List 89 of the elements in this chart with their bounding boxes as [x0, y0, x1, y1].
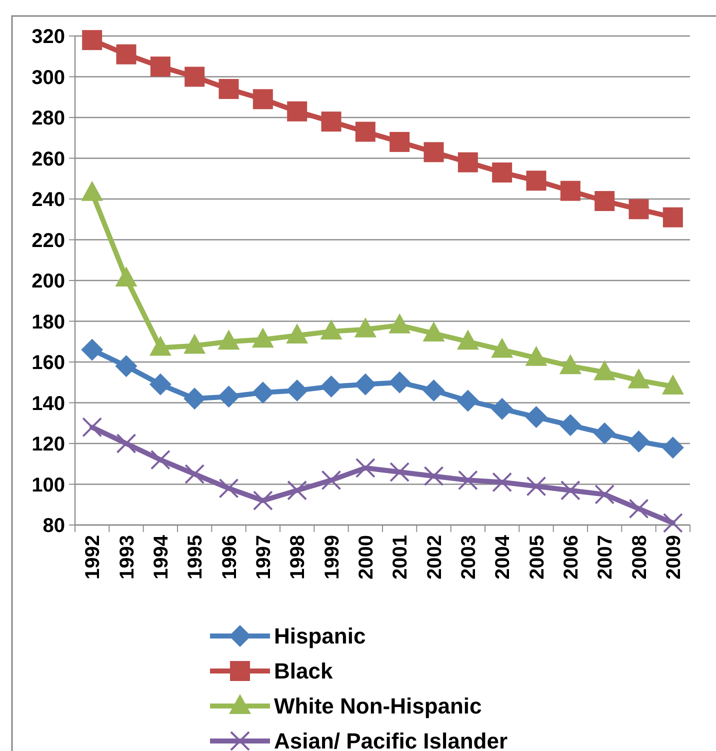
point — [424, 466, 444, 486]
point — [424, 142, 444, 162]
x-tick-label: 1996 — [218, 535, 241, 580]
point — [218, 78, 239, 99]
point — [662, 512, 683, 533]
point — [252, 89, 273, 110]
legend-label: Asian/ Pacific Islander — [274, 728, 508, 751]
point — [252, 382, 274, 404]
x-tick-label: 2009 — [662, 535, 685, 580]
point — [594, 484, 615, 504]
y-tick-label: 280 — [32, 108, 65, 130]
point — [320, 375, 342, 398]
x-tick-label: 2004 — [492, 534, 514, 580]
y-tick-label: 220 — [32, 230, 65, 252]
point — [184, 388, 206, 410]
y-tick-label: 240 — [32, 189, 65, 211]
x-tick-label: 2001 — [390, 535, 412, 580]
point — [184, 66, 205, 87]
point — [628, 430, 650, 452]
point — [149, 373, 172, 396]
point — [594, 191, 615, 212]
point — [116, 434, 136, 454]
point — [390, 132, 410, 152]
point — [81, 338, 104, 361]
x-tick-label: 2006 — [560, 535, 582, 580]
point — [150, 450, 170, 470]
y-tick-label: 100 — [32, 474, 65, 496]
point — [354, 373, 376, 396]
legend-label: Black — [274, 658, 334, 684]
point — [458, 152, 478, 172]
y-tick-label: 320 — [32, 26, 65, 48]
point — [526, 476, 546, 496]
point — [628, 498, 649, 519]
x-tick-label: 1994 — [150, 534, 172, 580]
point — [287, 101, 308, 122]
y-tick-label: 140 — [32, 392, 65, 415]
x-tick-label: 2000 — [355, 535, 378, 580]
point — [252, 490, 273, 511]
point — [390, 462, 410, 482]
point — [628, 199, 649, 220]
point — [116, 44, 136, 64]
point — [218, 386, 240, 408]
point — [525, 406, 548, 428]
y-tick-label: 80 — [42, 515, 65, 537]
point — [662, 207, 683, 228]
x-tick-label: 1993 — [116, 535, 138, 580]
point — [321, 112, 342, 132]
point — [321, 470, 342, 490]
point — [286, 380, 308, 402]
point — [560, 180, 580, 201]
point — [491, 398, 514, 420]
point — [458, 470, 478, 490]
point — [422, 380, 445, 402]
x-tick-label: 1992 — [82, 535, 104, 580]
x-tick-label: 2008 — [628, 535, 651, 580]
point — [662, 436, 684, 459]
point — [150, 56, 170, 77]
point — [82, 417, 102, 438]
x-tick-label: 1997 — [252, 535, 275, 580]
x-tick-label: 1995 — [184, 535, 207, 580]
point — [594, 422, 616, 444]
point — [218, 478, 239, 498]
legend-label: Hispanic — [274, 624, 366, 649]
x-tick-label: 1998 — [287, 535, 310, 580]
x-tick-label: 1999 — [321, 535, 344, 580]
x-tick-label: 2003 — [458, 535, 480, 580]
y-tick-label: 260 — [32, 148, 65, 170]
y-tick-label: 160 — [32, 352, 65, 374]
point — [526, 170, 546, 191]
y-tick-label: 180 — [32, 311, 65, 334]
point — [115, 355, 138, 378]
point — [388, 371, 411, 394]
point — [355, 122, 376, 142]
point — [456, 390, 479, 412]
x-tick-label: 2002 — [424, 535, 446, 580]
point — [560, 480, 580, 500]
x-tick-label: 2007 — [594, 535, 617, 580]
point — [287, 480, 308, 500]
point — [184, 464, 205, 484]
point — [355, 458, 376, 478]
legend-label: White Non-Hispanic — [274, 694, 482, 719]
point — [82, 30, 102, 50]
y-tick-label: 300 — [32, 66, 65, 89]
y-tick-label: 200 — [32, 270, 65, 292]
point — [492, 162, 512, 183]
point — [492, 472, 512, 492]
x-tick-label: 2005 — [526, 535, 548, 580]
point — [559, 414, 582, 436]
y-tick-label: 120 — [32, 434, 65, 456]
